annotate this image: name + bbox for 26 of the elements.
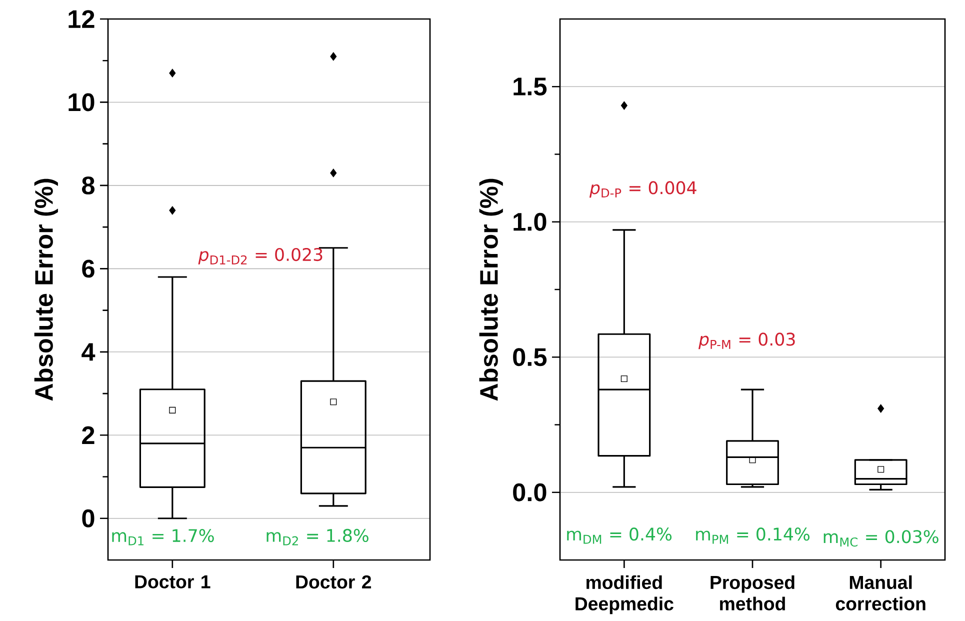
- y-tick-label: 1.5: [514, 78, 547, 96]
- x-tick-label: Doctor 2: [296, 575, 372, 589]
- y-tick-label: 12: [68, 10, 94, 28]
- annotation: m$_{D1}$ = 1.7%: [112, 529, 214, 546]
- annotation: p$_{P-M}$ = 0.03: [698, 332, 795, 350]
- annotation: m$_{MC}$ = 0.03%: [824, 530, 938, 547]
- annotation: p$_{D-P}$ = 0.004: [589, 181, 696, 198]
- y-tick-label: 0.0: [513, 483, 546, 502]
- y-axis-title: Absolute Error (%): [34, 178, 58, 401]
- annotation: m$_{PM}$ = 0.14%: [696, 528, 810, 544]
- y-tick-label: 8: [82, 176, 95, 194]
- y-tick-label: 4: [82, 343, 96, 361]
- x-tick-label: Proposed method: [710, 575, 794, 610]
- x-tick-label: Doctor 1: [135, 575, 210, 588]
- y-tick-label: 2: [82, 426, 94, 444]
- annotation: m$_{DM}$ = 0.4%: [567, 528, 672, 544]
- y-tick-label: 6: [82, 260, 94, 278]
- y-tick-label: 0: [82, 509, 94, 528]
- y-tick-label: 1.0: [514, 212, 546, 231]
- y-tick-label: 0.5: [513, 348, 547, 366]
- y-tick-label: 10: [68, 93, 94, 112]
- y-axis-title: Absolute Error (%): [479, 178, 503, 401]
- annotation: p$_{D1-D2}$ = 0.023: [198, 248, 322, 264]
- x-tick-label: modified Deepmedic: [576, 575, 674, 614]
- x-tick-label: Manual correction: [836, 575, 926, 610]
- annotation: m$_{D2}$ = 1.8%: [266, 528, 368, 546]
